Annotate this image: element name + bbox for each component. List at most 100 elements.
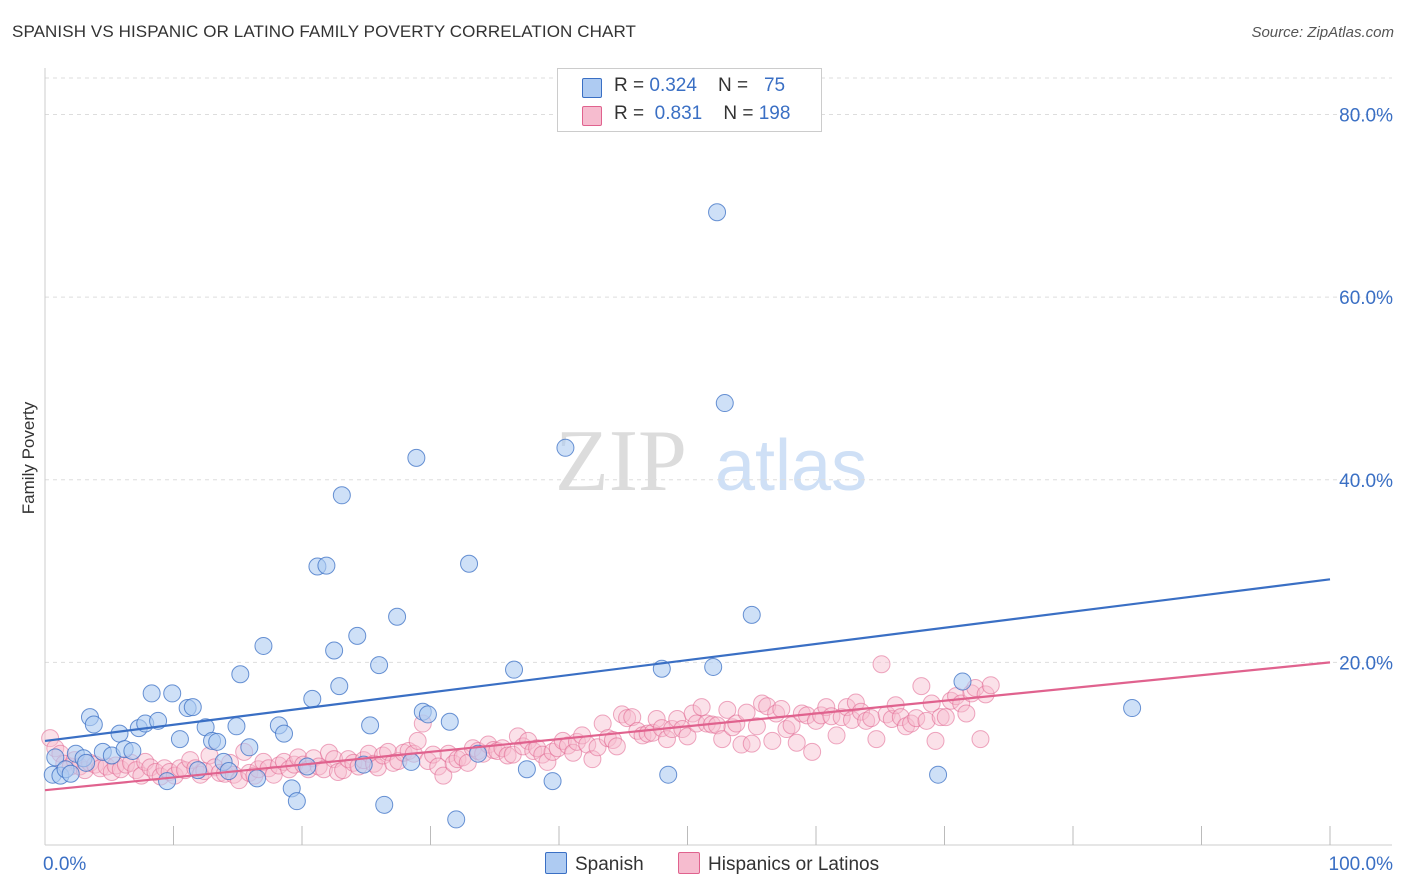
- spanish-point: [240, 738, 259, 757]
- spanish-point: [505, 660, 524, 679]
- spanish-point: [659, 765, 678, 784]
- spanish-point: [418, 705, 437, 724]
- spanish-point: [317, 556, 336, 575]
- hispanics-point: [926, 731, 945, 750]
- hispanics-point: [593, 714, 612, 733]
- hispanics-point: [772, 699, 791, 718]
- axes: [44, 68, 1392, 846]
- spanish-point: [375, 795, 394, 814]
- hispanics-point: [612, 705, 631, 724]
- spanish-point: [556, 438, 575, 457]
- legend-r-value: 0.324: [649, 75, 697, 96]
- legend-n-value: 75: [763, 75, 786, 96]
- y-tick-label: 60.0%: [1339, 288, 1393, 309]
- hispanics-point: [867, 730, 886, 749]
- watermark-zip: ZIP: [555, 413, 687, 510]
- hispanics-point: [718, 700, 737, 719]
- hispanics-point: [857, 711, 876, 730]
- hispanics-point: [907, 709, 926, 728]
- spanish-point: [123, 741, 142, 760]
- spanish-point: [254, 636, 273, 655]
- spanish-point: [388, 607, 407, 626]
- spanish-point: [517, 760, 536, 779]
- hispanics-point: [976, 685, 995, 704]
- series-spanish-points: [43, 203, 1142, 829]
- hispanics-point: [891, 708, 910, 727]
- spanish-point: [208, 732, 227, 751]
- hispanics-point: [732, 735, 751, 754]
- hispanics-trendline: [44, 661, 1331, 792]
- hispanics-point: [872, 655, 891, 674]
- hispanics-point: [851, 702, 870, 721]
- spanish-point: [953, 672, 972, 691]
- legend-n-label: N =: [723, 103, 759, 124]
- hispanics-point: [683, 704, 702, 723]
- spanish-point: [158, 772, 177, 791]
- spanish-point: [163, 684, 182, 703]
- y-axis-title: Family Poverty: [19, 401, 38, 514]
- hispanics-point: [787, 733, 806, 752]
- hispanics-point: [429, 757, 448, 776]
- spanish-point: [402, 752, 421, 771]
- hispanics-point: [753, 694, 772, 713]
- hispanics-point: [508, 727, 527, 746]
- spanish-trendline: [44, 578, 1331, 742]
- spanish-point: [142, 684, 161, 703]
- hispanics-point: [917, 711, 936, 730]
- hispanics-point: [777, 720, 796, 739]
- legend-r-label: R =: [614, 75, 650, 96]
- bottom-legend-spanish: Spanish: [545, 852, 644, 876]
- spanish-point: [303, 689, 322, 708]
- spanish-point: [248, 769, 267, 788]
- spanish-point: [348, 626, 367, 645]
- spanish-point: [361, 716, 380, 735]
- hispanics-point: [543, 742, 562, 761]
- hispanics-point: [657, 730, 676, 749]
- grid: [45, 77, 1392, 663]
- hispanics-point: [862, 709, 881, 728]
- hispanics-point: [564, 743, 583, 762]
- hispanics-point: [538, 752, 557, 771]
- spanish-point: [61, 764, 80, 783]
- spanish-point: [298, 757, 317, 776]
- hispanics-point: [936, 708, 955, 727]
- hispanics-point: [912, 677, 931, 696]
- spanish-point: [543, 772, 562, 791]
- hispanics-point: [846, 693, 865, 712]
- hispanics-point: [727, 714, 746, 733]
- spanish-point: [440, 712, 459, 731]
- watermark: ZIP atlas: [555, 413, 867, 510]
- bottom-legend-swatch-hispanics: [678, 852, 700, 874]
- hispanics-point: [647, 709, 666, 728]
- spanish-point: [275, 724, 294, 743]
- bottom-legend-hispanics: Hispanics or Latinos: [678, 852, 879, 876]
- hispanics-point: [742, 734, 761, 753]
- spanish-point: [332, 486, 351, 505]
- hispanics-point: [827, 726, 846, 745]
- hispanics-point: [623, 708, 642, 727]
- hispanics-point: [607, 737, 626, 756]
- hispanics-point: [583, 750, 602, 769]
- spanish-point: [46, 748, 65, 767]
- spanish-point: [370, 656, 389, 675]
- hispanics-point: [758, 697, 777, 716]
- hispanics-point: [588, 738, 607, 757]
- chart-title: SPANISH VS HISPANIC OR LATINO FAMILY POV…: [12, 22, 637, 41]
- hispanics-point: [408, 731, 427, 750]
- spanish-point: [704, 657, 723, 676]
- legend-n-label: N =: [718, 75, 754, 96]
- hispanics-point: [931, 708, 950, 727]
- y-tick-label: 20.0%: [1339, 653, 1393, 674]
- spanish-point: [1123, 699, 1142, 718]
- spanish-point: [84, 715, 103, 734]
- hispanics-point: [957, 704, 976, 723]
- hispanics-point: [434, 766, 453, 785]
- bottom-legend-label-hispanics: Hispanics or Latinos: [708, 854, 880, 875]
- hispanics-point: [763, 731, 782, 750]
- hispanics-point: [882, 709, 901, 728]
- y-tick-label: 40.0%: [1339, 471, 1393, 492]
- hispanics-point: [832, 708, 851, 727]
- spanish-point: [742, 605, 761, 624]
- legend-r-value: 0.831: [654, 103, 703, 124]
- hispanics-point: [692, 698, 711, 717]
